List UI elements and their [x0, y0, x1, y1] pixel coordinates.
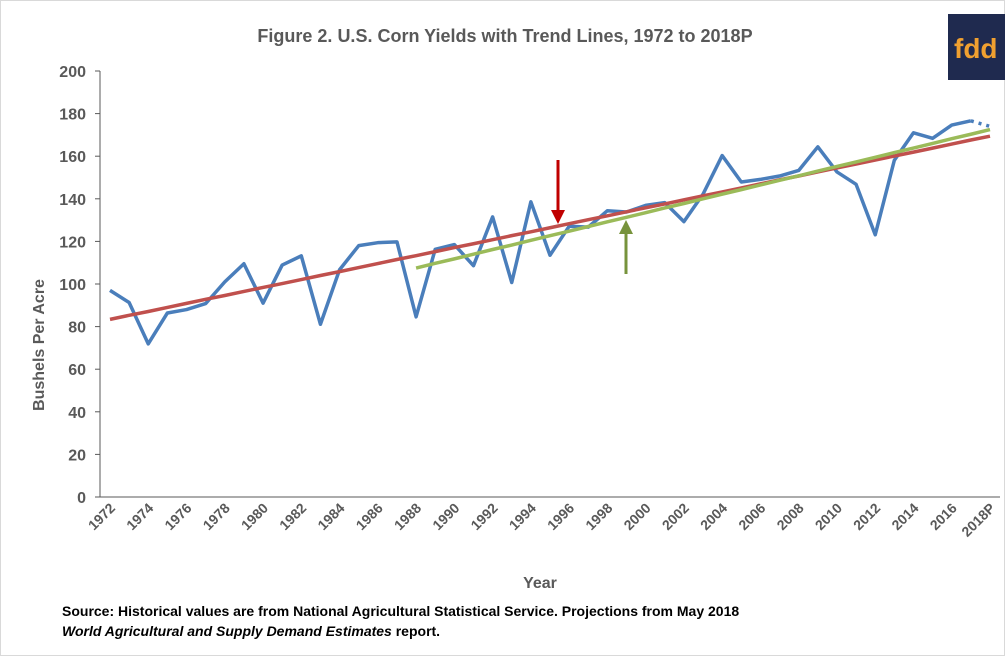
y-tick-label: 60	[68, 362, 86, 379]
logo-box	[948, 14, 1005, 80]
y-tick-label: 140	[59, 192, 86, 209]
y-tick-label: 100	[59, 277, 86, 294]
source-rest: report.	[392, 623, 440, 639]
y-tick-label: 120	[59, 234, 86, 251]
chart-title: Figure 2. U.S. Corn Yields with Trend Li…	[257, 26, 752, 46]
series-line	[415, 127, 991, 270]
y-tick-label: 20	[68, 447, 86, 464]
source-line2: World Agricultural and Supply Demand Est…	[62, 623, 440, 639]
y-tick-label: 0	[77, 490, 86, 507]
y-tick-label: 200	[59, 64, 86, 81]
y-axis-label: Bushels Per Acre	[31, 279, 48, 411]
x-axis-label: Year	[523, 575, 557, 592]
logo: fdd	[954, 33, 998, 64]
y-tick-label: 160	[59, 149, 86, 166]
arrow-head	[619, 220, 633, 234]
y-tick-label: 180	[59, 107, 86, 124]
y-tick-label: 40	[68, 405, 86, 422]
source-italic: World Agricultural and Supply Demand Est…	[62, 623, 392, 639]
source-line1: Source: Historical values are from Natio…	[62, 603, 739, 619]
y-tick-label: 80	[68, 320, 86, 337]
series-line	[970, 119, 991, 129]
arrow-head	[551, 210, 565, 224]
